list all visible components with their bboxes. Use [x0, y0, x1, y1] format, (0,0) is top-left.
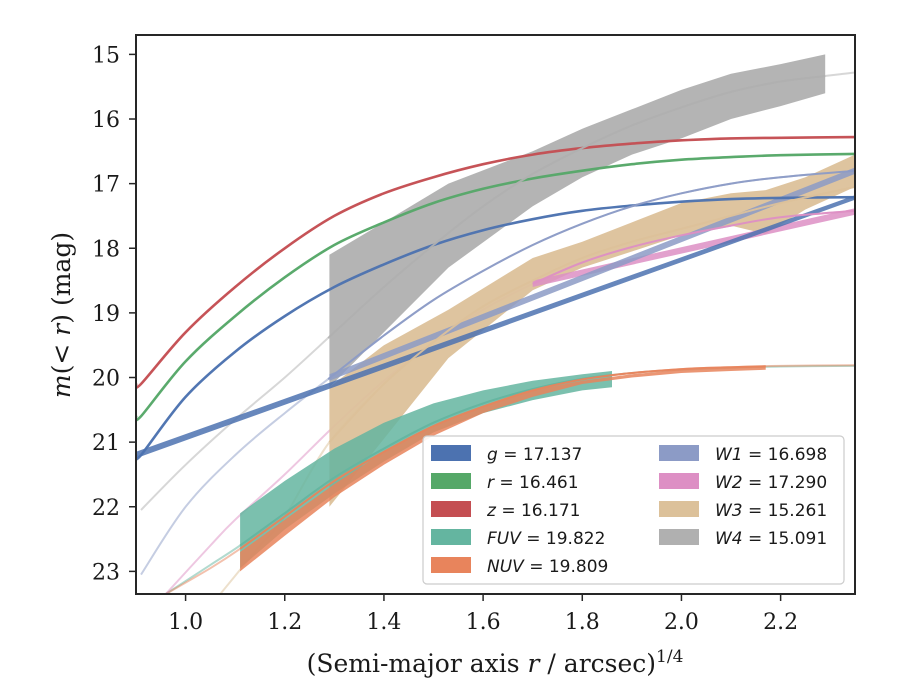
legend: g = 17.137 r = 16.461 z = 16.171 FUV = 19.8… [422, 435, 845, 585]
x-tick-label: 1.4 [366, 610, 401, 635]
x-axis: 1.0 1.2 1.4 1.6 1.8 2.0 2.2 [168, 594, 798, 635]
legend-swatch-w3 [659, 501, 699, 517]
x-tick-label: 2.0 [664, 610, 699, 635]
legend-label-fuv: FUV = 19.822 [487, 529, 605, 549]
x-tick-label: 1.8 [565, 610, 600, 635]
legend-label-r: r = 16.461 [487, 473, 579, 493]
legend-frame [422, 435, 845, 585]
x-tick-label: 1.2 [267, 610, 302, 635]
legend-label-g: g = 17.137 [487, 445, 582, 465]
legend-swatch-g [431, 445, 471, 461]
legend-label-nuv: NUV = 19.809 [487, 557, 608, 577]
legend-swatch-w2 [659, 473, 699, 489]
y-tick-label: 23 [92, 560, 120, 585]
legend-swatch-fuv [431, 529, 471, 545]
series-line-z [136, 135, 855, 390]
uncertainty-band-g [136, 195, 855, 459]
uncertainty-band-w4 [329, 54, 826, 388]
legend-swatch-z [431, 501, 471, 517]
legend-label-w3: W3 = 15.261 [715, 501, 827, 521]
legend-label-z: z = 16.171 [486, 501, 580, 521]
legend-swatch-r [431, 473, 471, 489]
plot-frame [135, 34, 856, 595]
y-tick-label: 15 [92, 43, 120, 68]
y-tick-label: 20 [92, 367, 120, 392]
legend-label-w4: W4 = 15.091 [715, 529, 827, 549]
legend-swatch-w4 [659, 529, 699, 545]
legend-label-w2: W2 = 17.290 [715, 473, 827, 493]
y-axis-label: m(< r) (mag) [47, 232, 76, 398]
legend-swatch-w1 [659, 445, 699, 461]
x-tick-label: 1.6 [466, 610, 501, 635]
x-tick-label: 1.0 [168, 610, 203, 635]
y-tick-label: 22 [92, 496, 120, 521]
legend-label-w1: W1 = 16.698 [715, 445, 827, 465]
y-tick-label: 18 [92, 237, 120, 262]
x-tick-label: 2.2 [763, 610, 798, 635]
uncertainty-band-w1 [329, 167, 855, 381]
series-line-r [136, 152, 855, 422]
series-line-g [136, 195, 855, 461]
y-tick-label: 21 [92, 431, 120, 456]
y-tick-label: 19 [92, 302, 120, 327]
x-axis-label: (Semi-major axis r / arcsec)1/4 [307, 647, 684, 678]
series-line-w2 [532, 209, 855, 285]
series-line-nuv [239, 365, 766, 550]
y-tick-label: 16 [92, 108, 120, 133]
y-tick-label: 17 [92, 173, 120, 198]
legend-swatch-nuv [431, 557, 471, 573]
uncertainty-band-fuv [240, 371, 612, 569]
series-line-w3 [328, 185, 855, 443]
series-line-w1 [327, 169, 855, 380]
series-line-w4 [327, 75, 826, 339]
y-axis: 15 16 17 18 19 20 21 22 23 [92, 43, 136, 585]
plot-area [136, 54, 855, 594]
